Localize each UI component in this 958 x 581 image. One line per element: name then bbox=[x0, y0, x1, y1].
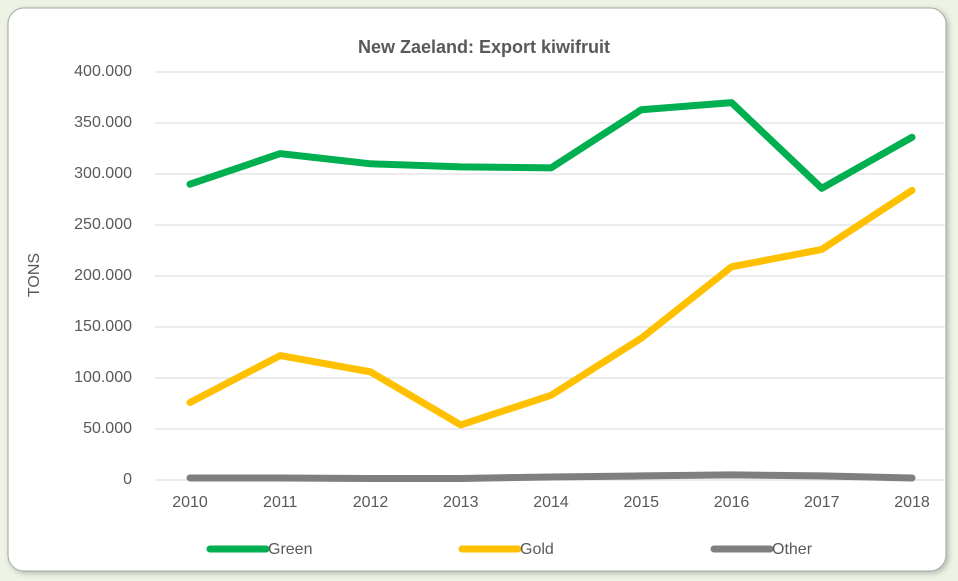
series-line bbox=[186, 99, 916, 192]
chart-panel bbox=[7, 7, 947, 572]
y-tick-label: 50.000 bbox=[83, 420, 132, 437]
y-tick-label: 400.000 bbox=[74, 63, 132, 80]
legend-label: Other bbox=[772, 541, 813, 558]
y-tick-label: 250.000 bbox=[74, 216, 132, 233]
x-tick-label: 2018 bbox=[894, 494, 930, 511]
legend-label: Gold bbox=[520, 541, 554, 558]
chart-title: New Zaeland: Export kiwifruit bbox=[358, 37, 610, 57]
y-tick-label: 100.000 bbox=[74, 369, 132, 386]
x-tick-label: 2011 bbox=[263, 494, 298, 511]
x-tick-label: 2016 bbox=[714, 494, 750, 511]
legend-label: Green bbox=[268, 541, 312, 558]
y-tick-label: 150.000 bbox=[74, 318, 132, 335]
y-tick-label: 0 bbox=[123, 471, 132, 488]
y-tick-label: 200.000 bbox=[74, 267, 132, 284]
series-line bbox=[186, 471, 916, 482]
x-tick-label: 2010 bbox=[172, 494, 208, 511]
x-tick-label: 2012 bbox=[353, 494, 389, 511]
y-tick-label: 350.000 bbox=[74, 114, 132, 131]
x-tick-label: 2014 bbox=[533, 494, 569, 511]
x-tick-label: 2013 bbox=[443, 494, 479, 511]
y-axis-label: TONS bbox=[26, 253, 43, 297]
x-tick-label: 2017 bbox=[804, 494, 840, 511]
y-tick-label: 300.000 bbox=[74, 165, 132, 182]
series-line bbox=[186, 186, 916, 429]
x-tick-label: 2015 bbox=[623, 494, 659, 511]
